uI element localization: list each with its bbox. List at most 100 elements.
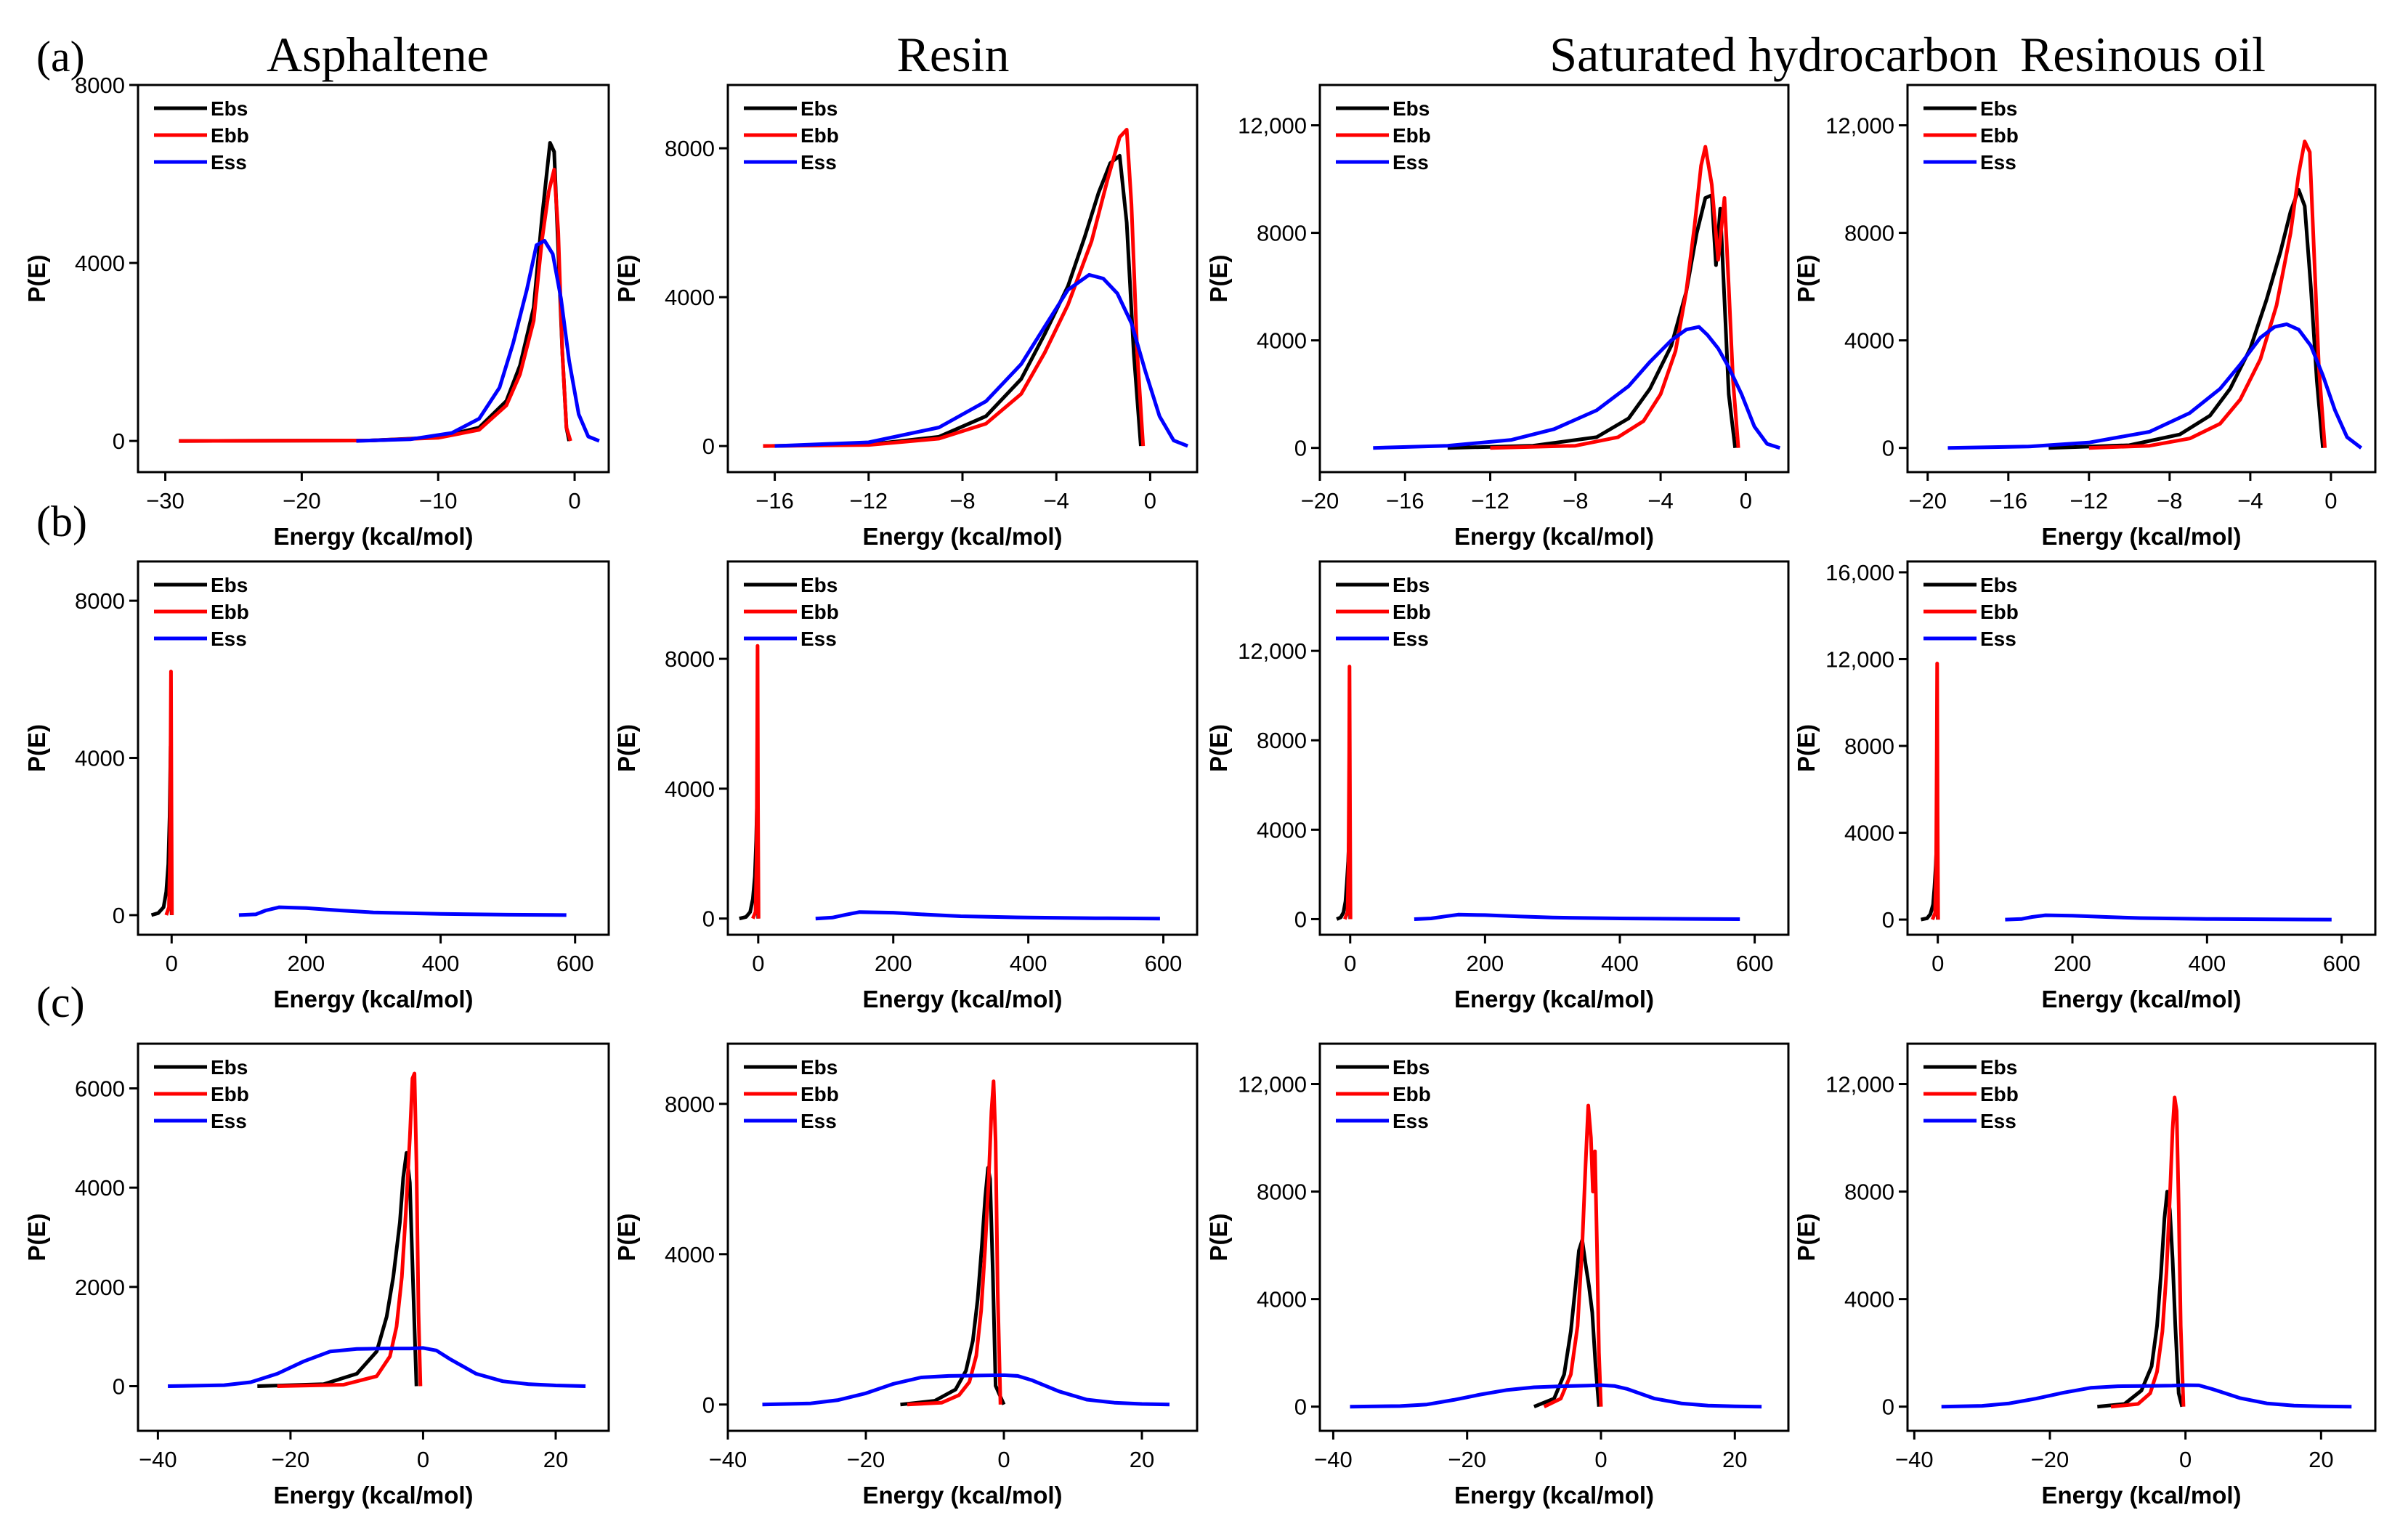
series-line-ebb — [1930, 662, 1940, 921]
chart-panel: −40 −20 0 20 0 2000 4000 6000 Energy (kcal/mol) P… — [23, 1042, 610, 1509]
y-axis-label: P(E) — [1205, 1214, 1232, 1262]
plot-frame — [137, 84, 610, 474]
legend: Ebs Ebb Ess — [1336, 97, 1431, 174]
y-tick-label: 12,000 — [1825, 1072, 1894, 1097]
x-axis-label: Energy (kcal/mol) — [1454, 523, 1654, 550]
row-label: (a) — [36, 33, 85, 81]
series-line-ess — [1941, 1383, 2352, 1409]
chart-panel: 0 200 400 600 0 4000 8000 Energy (kcal/mol) P(E)… — [23, 560, 610, 1012]
plot-frame — [726, 560, 1199, 936]
series-line-ebs — [1447, 193, 1738, 450]
y-tick-label: 4000 — [1257, 817, 1307, 843]
x-tick-label: 200 — [875, 951, 912, 976]
x-axis-label: Energy (kcal/mol) — [2041, 986, 2241, 1012]
legend-label: Ebb — [1980, 1083, 2019, 1105]
x-tick-label: −40 — [1314, 1447, 1353, 1472]
x-tick-label: 0 — [568, 488, 580, 514]
series-group — [168, 1071, 586, 1388]
x-tick-label: −20 — [2031, 1447, 2069, 1472]
y-tick-label: 2000 — [75, 1275, 125, 1300]
series-group — [1920, 662, 2332, 922]
chart-panel: −16 −12 −8 −4 0 0 4000 8000 Energy (kcal/mol) P(E… — [613, 84, 1199, 550]
x-tick-label: −20 — [847, 1447, 885, 1472]
x-axis-label: Energy (kcal/mol) — [2041, 1482, 2241, 1509]
y-tick-label: 0 — [702, 434, 715, 459]
y-tick-label: 8000 — [1844, 221, 1894, 246]
legend-label: Ess — [800, 151, 837, 174]
y-axis-label: P(E) — [1793, 255, 1820, 303]
plot-frame — [1318, 560, 1790, 936]
legend: Ebs Ebb Ess — [154, 1056, 249, 1132]
x-tick-label: 200 — [2054, 951, 2091, 976]
series-line-ebb — [2088, 139, 2327, 450]
x-tick-label: 0 — [417, 1447, 429, 1472]
y-tick-label: 4000 — [1257, 1287, 1307, 1312]
legend-label: Ebb — [211, 601, 249, 623]
y-tick-label: 0 — [113, 429, 125, 454]
x-tick-label: −40 — [139, 1447, 177, 1472]
series-line-ebb — [1543, 1103, 1603, 1408]
plot-frame — [1318, 1042, 1790, 1432]
x-tick-label: 0 — [1931, 951, 1944, 976]
y-axis-label: P(E) — [23, 255, 50, 303]
y-tick-label: 4000 — [75, 746, 125, 771]
y-axis-label: P(E) — [1793, 724, 1820, 772]
legend-label: Ebb — [211, 1083, 249, 1105]
series-group — [150, 670, 567, 917]
y-tick-label: 8000 — [665, 646, 715, 672]
series-line-ebs — [2097, 1190, 2184, 1409]
legend: Ebs Ebb Ess — [1923, 97, 2019, 174]
plot-frame — [137, 1042, 610, 1432]
series-group — [1941, 1095, 2352, 1409]
column-title: Resinous oil — [2020, 27, 2266, 82]
legend-label: Ebb — [1392, 124, 1431, 147]
y-tick-label: 12,000 — [1825, 646, 1894, 672]
x-tick-label: 0 — [752, 951, 764, 976]
series-line-ebb — [277, 1071, 423, 1388]
x-tick-label: −4 — [1044, 488, 1069, 514]
legend-label: Ebb — [1392, 1083, 1431, 1105]
y-tick-label: 16,000 — [1825, 560, 1894, 585]
column-title: Resin — [897, 27, 1010, 82]
legend-label: Ess — [1392, 628, 1429, 650]
series-line-ebb — [1342, 665, 1353, 920]
x-tick-label: 0 — [2324, 488, 2337, 514]
legend-label: Ebs — [800, 574, 838, 596]
x-tick-label: 400 — [1601, 951, 1639, 976]
y-tick-label: 4000 — [1844, 328, 1894, 354]
y-tick-label: 4000 — [1257, 328, 1307, 354]
series-line-ess — [815, 910, 1160, 921]
x-tick-label: −16 — [755, 488, 794, 514]
plot-frame — [1906, 1042, 2377, 1432]
y-tick-label: 12,000 — [1238, 113, 1307, 139]
x-tick-label: 600 — [1145, 951, 1183, 976]
y-axis-label: P(E) — [1205, 255, 1232, 303]
y-tick-label: 4000 — [665, 285, 715, 310]
x-axis-label: Energy (kcal/mol) — [1454, 1482, 1654, 1509]
series-group — [762, 1079, 1170, 1407]
legend-label: Ess — [1980, 1110, 2016, 1132]
y-tick-label: 6000 — [75, 1076, 125, 1102]
legend-label: Ebs — [1980, 97, 2017, 120]
column-title: Saturated hydrocarbon — [1549, 27, 1998, 82]
chart-panel: −40 −20 0 20 0 4000 8000 Energy (kcal/mol) P(E) E… — [613, 1042, 1199, 1509]
legend: Ebs Ebb Ess — [744, 97, 839, 174]
series-line-ess — [762, 1373, 1170, 1407]
y-tick-label: 8000 — [1257, 221, 1307, 246]
x-tick-label: −16 — [1386, 488, 1424, 514]
x-tick-label: 0 — [1594, 1447, 1607, 1472]
legend: Ebs Ebb Ess — [1923, 1056, 2019, 1132]
plot-frame — [1906, 560, 2377, 936]
y-axis-label: P(E) — [613, 255, 640, 303]
y-tick-label: 0 — [702, 1392, 715, 1418]
series-line-ebb — [763, 128, 1146, 448]
legend-label: Ebs — [1980, 1056, 2017, 1079]
y-axis-label: P(E) — [1205, 724, 1232, 772]
y-tick-label: 12,000 — [1238, 1072, 1307, 1097]
y-tick-label: 4000 — [75, 1175, 125, 1201]
x-tick-label: 0 — [1740, 488, 1752, 514]
legend: Ebs Ebb Ess — [1336, 574, 1431, 650]
series-line-ebb — [1490, 145, 1740, 450]
legend-label: Ebs — [1980, 574, 2017, 596]
